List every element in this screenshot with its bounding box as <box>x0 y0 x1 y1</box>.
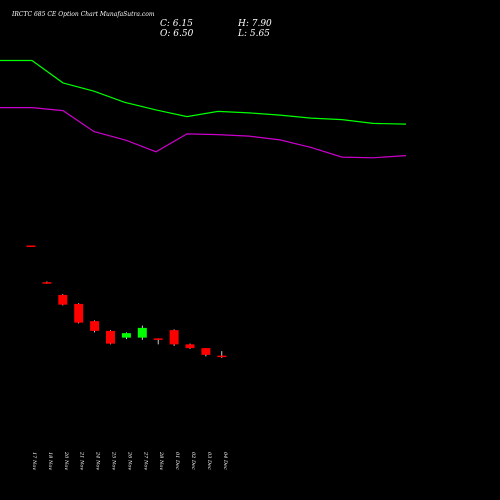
series-line-0 <box>0 59 407 125</box>
candle-body <box>74 303 84 323</box>
candles <box>26 245 227 358</box>
candle-body <box>185 344 195 349</box>
x-tick-label: 02 Dec <box>190 452 196 470</box>
x-tick-label: 18 Nov <box>47 452 53 470</box>
candle <box>58 294 68 306</box>
candle <box>185 343 195 349</box>
candle <box>137 325 147 340</box>
candle <box>26 245 36 247</box>
x-tick-label: 01 Dec <box>174 452 180 470</box>
candle-body <box>26 245 36 247</box>
series-line-1 <box>0 106 407 159</box>
x-tick-label: 28 Nov <box>158 451 164 470</box>
close-value: C: 6.15 <box>160 19 193 29</box>
candle-body <box>137 327 147 338</box>
candle-body <box>58 294 68 305</box>
candle <box>90 320 100 333</box>
x-tick-label: 25 Nov <box>111 451 117 470</box>
x-tick-label: 24 Nov <box>95 451 101 470</box>
open-value: O: 6.50 <box>160 29 194 39</box>
x-tick-label: 17 Nov <box>31 452 37 470</box>
x-tick-label: 27 Nov <box>142 451 148 470</box>
x-axis-ticks: 17 Nov 18 Nov 20 Nov 21 Nov 24 Nov 25 Nov 26 N… <box>31 451 228 470</box>
candle <box>153 338 163 345</box>
high-value: H: 7.90 <box>237 19 272 29</box>
candle <box>169 329 179 346</box>
candle-body <box>153 338 163 340</box>
x-tick-label: 03 Dec <box>206 452 212 470</box>
x-tick-label: 26 Nov <box>126 451 132 470</box>
candle-body <box>90 321 100 331</box>
candle-body <box>217 355 227 358</box>
candle <box>217 351 227 358</box>
candle <box>74 303 84 324</box>
chart-title: IRCTC 685 CE Option Chart MunafaSutra.co… <box>11 11 155 18</box>
candle <box>106 330 115 345</box>
candle <box>42 281 52 284</box>
candle <box>121 332 131 340</box>
candle-body <box>201 348 211 355</box>
candle-body <box>121 333 131 338</box>
candle-body <box>169 330 179 345</box>
candle <box>201 348 211 357</box>
moving-average-lines <box>0 59 407 159</box>
x-tick-label: 04 Dec <box>222 452 228 470</box>
candle-body <box>106 330 115 344</box>
x-tick-label: 21 Nov <box>79 451 85 470</box>
low-value: L: 5.65 <box>237 29 270 39</box>
x-tick-label: 20 Nov <box>63 451 69 470</box>
candle-body <box>42 282 52 284</box>
